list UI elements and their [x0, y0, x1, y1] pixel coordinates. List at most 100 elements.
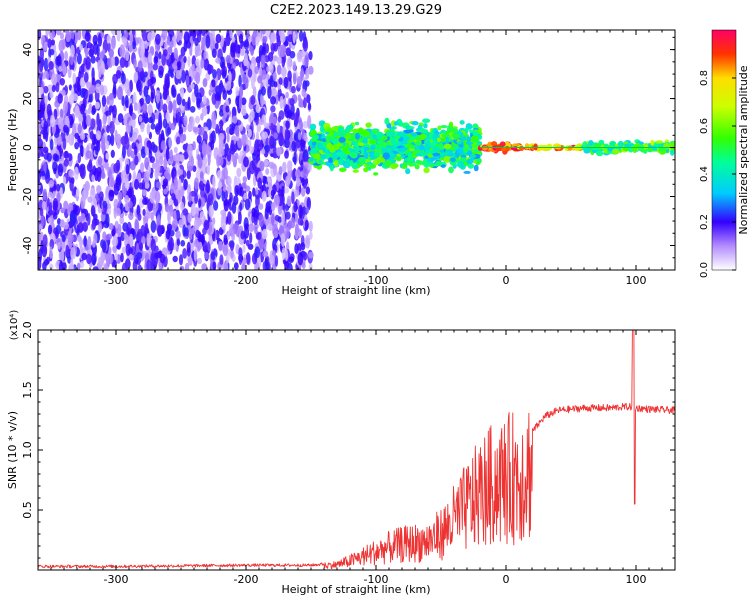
heatmap-cell	[65, 244, 69, 256]
heatmap-cell	[70, 258, 74, 270]
heatmap-cell	[111, 30, 117, 35]
heatmap-cell	[113, 81, 117, 95]
heatmap-cell	[219, 119, 223, 130]
heatmap-cell	[423, 167, 430, 174]
heatmap-cell	[51, 73, 58, 86]
heatmap-cell	[243, 40, 249, 48]
heatmap-cell	[116, 86, 123, 100]
heatmap-cell	[309, 231, 313, 240]
heatmap-cell	[284, 248, 289, 262]
heatmap-cell	[192, 141, 196, 151]
heatmap-cell	[163, 158, 168, 170]
heatmap-cell	[276, 56, 282, 65]
heatmap-cell	[134, 155, 139, 166]
heatmap-cell	[202, 140, 207, 155]
heatmap-cell	[201, 106, 208, 117]
heatmap-cell	[114, 220, 119, 229]
heatmap-cell	[125, 163, 130, 175]
heatmap-cell	[420, 128, 426, 134]
heatmap-cell	[277, 216, 282, 223]
heatmap-cell	[271, 202, 276, 212]
heatmap-cell	[69, 212, 76, 227]
heatmap-cell	[72, 122, 77, 137]
heatmap-cell	[242, 176, 248, 183]
heatmap-cell	[425, 138, 431, 146]
heatmap-cell	[187, 165, 193, 172]
heatmap-cell	[443, 155, 451, 163]
heatmap-cell	[318, 160, 324, 164]
heatmap-cell	[241, 262, 247, 270]
heatmap-cell	[198, 198, 202, 208]
heatmap-cell	[238, 247, 243, 259]
heatmap-cell	[76, 262, 81, 270]
heatmap-cell	[181, 69, 186, 84]
heatmap-cell	[211, 79, 216, 88]
heatmap-cell	[39, 47, 44, 61]
heatmap-cell	[126, 148, 131, 157]
heatmap-cell	[38, 169, 41, 182]
heatmap-cell	[170, 207, 174, 217]
heatmap-cell	[273, 81, 278, 88]
heatmap-cell	[151, 141, 155, 151]
heatmap-cell	[134, 219, 140, 234]
heatmap-cell	[49, 246, 53, 259]
heatmap-cell	[456, 161, 465, 168]
heatmap-cell	[42, 146, 49, 154]
heatmap-cell	[113, 205, 117, 219]
heatmap-cell	[240, 230, 246, 240]
heatmap-cell	[218, 135, 224, 149]
heatmap-cell	[136, 252, 143, 260]
heatmap-cell	[77, 123, 82, 134]
y-tick-label: -40	[21, 237, 34, 255]
heatmap-cell	[40, 170, 46, 177]
heatmap-cell	[276, 147, 282, 157]
heatmap-cell	[457, 140, 462, 145]
spectrogram-y-label: Frequency (Hz)	[6, 109, 19, 192]
heatmap-cell	[326, 142, 334, 150]
heatmap-cell	[56, 30, 62, 36]
heatmap-cell	[241, 73, 247, 85]
heatmap-cell	[74, 132, 80, 139]
heatmap-region	[307, 117, 484, 176]
heatmap-cell	[158, 65, 164, 76]
heatmap-cell	[133, 58, 137, 69]
colorbar: 0.0 0.2 0.4 0.6 0.8 Normalized spectral ampl…	[699, 29, 750, 278]
heatmap-cell	[338, 126, 344, 133]
heatmap-cell	[62, 176, 67, 187]
heatmap-cell	[137, 172, 142, 183]
heatmap-cell	[110, 36, 116, 50]
heatmap-cell	[143, 71, 148, 78]
heatmap-cell	[57, 163, 64, 177]
heatmap-cell	[142, 30, 148, 42]
heatmap-cell	[87, 212, 91, 226]
heatmap-cell	[230, 139, 235, 152]
heatmap-cell	[385, 159, 392, 167]
heatmap-cell	[284, 128, 290, 140]
heatmap-cell	[306, 94, 311, 104]
heatmap-cell	[187, 256, 193, 267]
heatmap-cell	[190, 83, 195, 90]
heatmap-cell	[143, 85, 149, 98]
heatmap-cell	[278, 77, 283, 86]
heatmap-cell	[160, 140, 166, 151]
heatmap-cell	[131, 113, 137, 120]
heatmap-cell	[252, 187, 256, 197]
heatmap-cell	[255, 194, 260, 208]
heatmap-cell	[263, 121, 267, 128]
heatmap-cell	[519, 145, 525, 151]
heatmap-cell	[244, 198, 251, 211]
heatmap-cell	[231, 62, 237, 70]
y-tick-label: 40	[21, 43, 34, 57]
heatmap-cell	[240, 97, 247, 106]
heatmap-cell	[72, 72, 77, 85]
colorbar-tick-label: 0.8	[699, 70, 710, 86]
heatmap-cell	[271, 213, 275, 226]
heatmap-cell	[463, 170, 471, 174]
heatmap-cell	[376, 139, 384, 145]
heatmap-cell	[52, 211, 58, 220]
heatmap-cell	[173, 146, 178, 154]
heatmap-cell	[464, 127, 470, 131]
y-tick-label: 1.0	[21, 441, 34, 459]
heatmap-cell	[56, 55, 62, 66]
colorbar-label: Normalized spectral amplitude	[737, 65, 750, 234]
